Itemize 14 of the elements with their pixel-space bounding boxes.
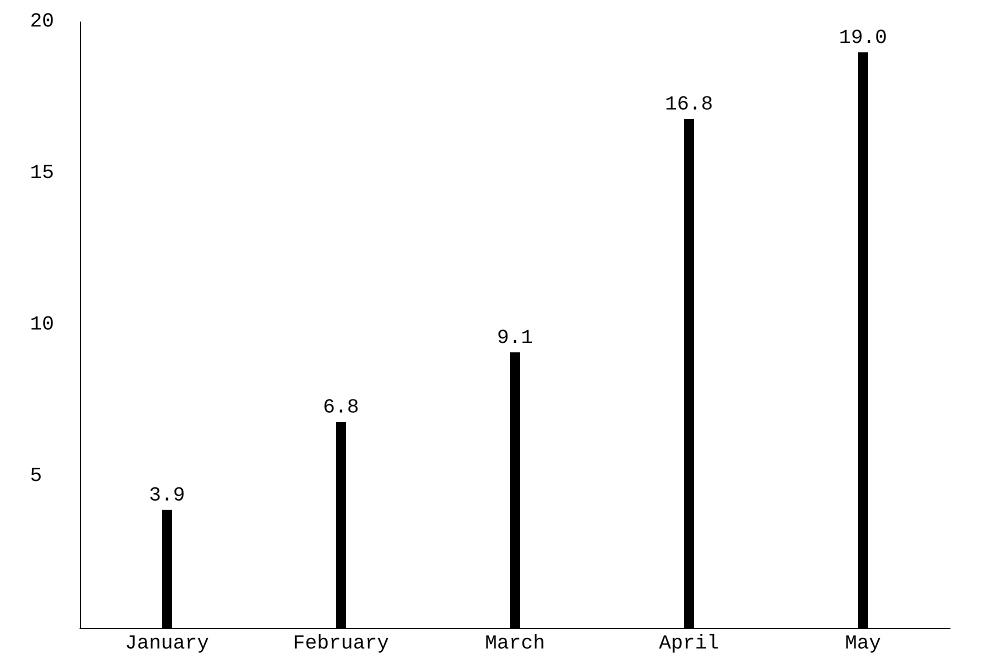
y-tick-label: 5 xyxy=(30,465,42,488)
data-label: 16.8 xyxy=(664,93,714,116)
x-tick-label: March xyxy=(484,632,546,656)
y-tick-label: 15 xyxy=(30,162,54,185)
x-tick-label: January xyxy=(124,632,210,656)
data-label: 9.1 xyxy=(496,326,534,350)
y-tick-label: 20 xyxy=(30,10,54,34)
x-tick-label: May xyxy=(844,632,882,656)
x-tick-label: February xyxy=(292,632,390,656)
data-label: 6.8 xyxy=(322,396,360,420)
y-tick-label: 10 xyxy=(30,314,54,336)
x-tick-label: April xyxy=(658,632,720,656)
data-label: 3.9 xyxy=(148,484,186,508)
data-label: 19.0 xyxy=(838,26,888,50)
